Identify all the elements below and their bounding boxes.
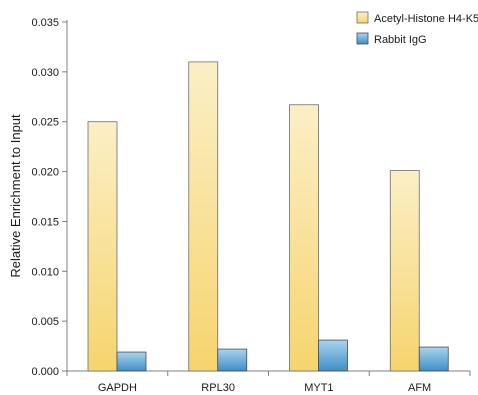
bar-afm-series-1 — [418, 346, 449, 372]
x-tick-label: MYT1 — [304, 382, 333, 394]
legend-label: Rabbit IgG — [374, 34, 427, 46]
bar-rpl30-series-1 — [217, 348, 248, 372]
y-axis-title-group: Relative Enrichment to Input — [8, 114, 23, 278]
x-tick-label: GAPDH — [98, 382, 137, 394]
bar-myt1-series-0 — [289, 104, 319, 372]
plot-area: 0.000 0.005 0.010 0.015 0.020 0.025 0.030 0.035… — [31, 17, 471, 394]
y-tick-label: 0.015 — [31, 216, 59, 228]
y-tick-label: 0.010 — [31, 266, 59, 278]
bar-gapdh-series-0 — [87, 121, 118, 372]
legend-label: Acetyl-Histone H4-K5 — [374, 13, 478, 25]
y-tick-label: 0.025 — [31, 117, 59, 129]
legend: Acetyl-Histone H4-K5 Rabbit IgG — [356, 11, 478, 46]
bar-myt1-series-1 — [318, 339, 348, 372]
y-tick-label: 0.020 — [31, 167, 59, 179]
y-tick-label: 0.000 — [31, 366, 59, 378]
legend-swatch — [356, 11, 369, 24]
y-axis-title: Relative Enrichment to Input — [8, 114, 23, 278]
bar-rpl30-series-0 — [188, 61, 219, 372]
x-tick-label: AFM — [408, 382, 431, 394]
x-tick-label: RPL30 — [201, 382, 235, 394]
y-tick-label: 0.035 — [31, 17, 59, 29]
bar-afm-series-0 — [389, 170, 420, 372]
bar-gapdh-series-1 — [116, 351, 147, 372]
legend-swatch — [356, 32, 369, 45]
y-tick-label: 0.030 — [31, 67, 59, 79]
y-tick-label: 0.005 — [31, 316, 59, 328]
